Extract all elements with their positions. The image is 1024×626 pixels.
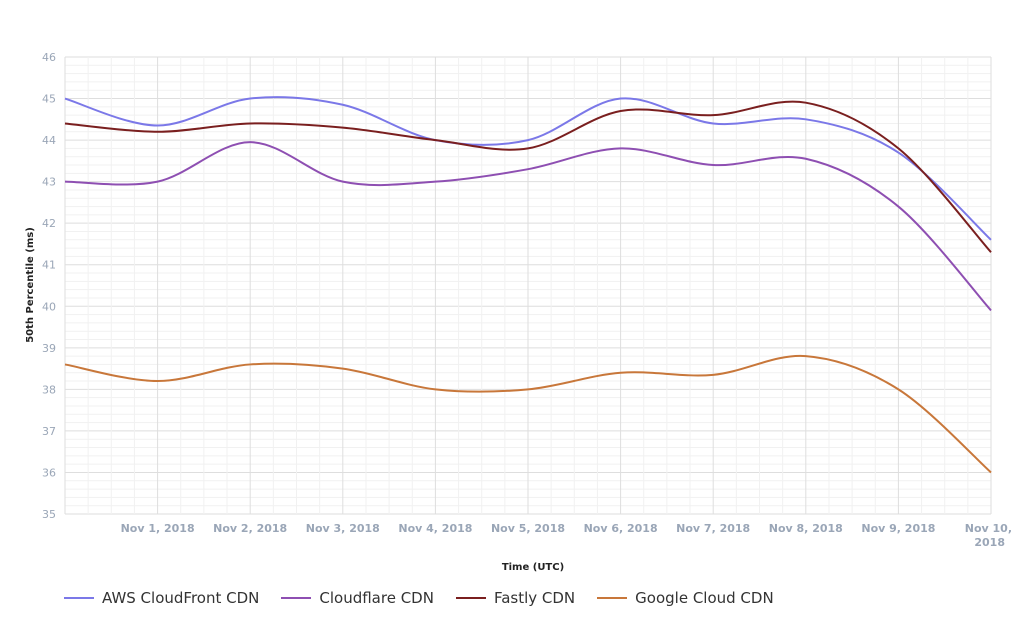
legend-label: Google Cloud CDN: [635, 589, 774, 607]
y-axis-title: 50th Percentile (ms): [25, 227, 36, 343]
x-tick-label: Nov 8, 2018: [769, 522, 843, 535]
y-tick-label: 46: [42, 51, 56, 64]
legend-label: Fastly CDN: [493, 589, 576, 607]
legend-item-cloudflare-cdn[interactable]: Cloudflare CDN: [281, 589, 434, 607]
x-tick-label: Nov 4, 2018: [398, 522, 472, 535]
x-tick-label: Nov 6, 2018: [584, 522, 658, 535]
series-lines: [64, 96, 992, 474]
y-tick-label: 40: [42, 300, 56, 313]
y-tick-label: 42: [42, 217, 56, 230]
x-axis-ticks: Nov 1, 2018 Nov 2, 2018 Nov 3, 2018 Nov 4, …: [121, 522, 1012, 549]
y-tick-label: 44: [42, 134, 56, 147]
legend-swatch: [64, 597, 94, 599]
y-tick-label: 39: [42, 342, 56, 355]
grid: [64, 56, 992, 515]
x-tick-label-year: 2018: [974, 536, 1005, 549]
legend-label: AWS CloudFront CDN: [102, 589, 260, 607]
series-line-cloudflare-cdn: [64, 141, 992, 312]
x-tick-label: Nov 10,: [965, 522, 1012, 535]
y-tick-label: 37: [42, 425, 56, 438]
series-line-google-cloud-cdn: [64, 354, 992, 474]
x-tick-label: Nov 7, 2018: [676, 522, 750, 535]
y-axis-ticks: 35 36 37 38 39 40 41 42 43 44 45 46: [42, 51, 56, 521]
y-tick-label: 36: [42, 466, 56, 479]
series-line-fastly-cdn: [64, 100, 992, 253]
y-tick-label: 41: [42, 259, 56, 272]
y-tick-label: 45: [42, 93, 56, 106]
x-tick-label: Nov 9, 2018: [861, 522, 935, 535]
x-tick-label: Nov 2, 2018: [213, 522, 287, 535]
x-tick-label: Nov 1, 2018: [121, 522, 195, 535]
y-tick-label: 35: [42, 508, 56, 521]
y-tick-label: 43: [42, 176, 56, 189]
legend-swatch: [455, 597, 486, 599]
y-tick-label: 38: [42, 383, 56, 396]
x-tick-label: Nov 3, 2018: [306, 522, 380, 535]
legend: AWS CloudFront CDN Cloudflare CDN Fastly C…: [64, 588, 774, 608]
legend-item-fastly-cdn[interactable]: Fastly CDN: [455, 589, 576, 607]
legend-item-google-cloud-cdn[interactable]: Google Cloud CDN: [597, 589, 774, 607]
legend-label: Cloudflare CDN: [319, 589, 434, 607]
legend-swatch: [597, 597, 628, 599]
x-axis-title: Time (UTC): [502, 562, 564, 573]
x-tick-label: Nov 5, 2018: [491, 522, 565, 535]
series-line-aws-cloudfront-cdn: [64, 96, 992, 241]
legend-swatch: [281, 597, 312, 599]
legend-item-aws-cloudfront-cdn[interactable]: AWS CloudFront CDN: [64, 589, 259, 607]
